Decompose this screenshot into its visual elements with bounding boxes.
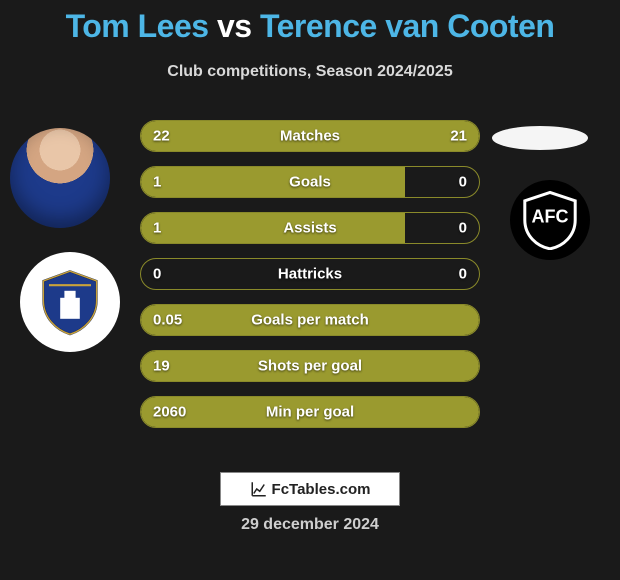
stat-value-left: 1 [153,220,161,237]
player1-photo [10,128,110,228]
player1-name: Tom Lees [66,8,209,44]
brand-text: FcTables.com [272,481,371,498]
stat-label: Goals per match [251,312,369,329]
stat-label: Hattricks [278,266,342,283]
stat-label: Goals [289,174,331,191]
subtitle: Club competitions, Season 2024/2025 [0,63,620,81]
stat-value-left: 0.05 [153,312,182,329]
vs-text: vs [217,8,252,44]
player2-photo-placeholder [492,126,588,150]
date-text: 29 december 2024 [241,516,379,534]
stat-label: Matches [280,128,340,145]
stat-value-right: 0 [459,266,467,283]
stat-value-left: 1 [153,174,161,191]
stat-row: 0 0 Hattricks [140,258,480,290]
stat-value-left: 19 [153,358,170,375]
stat-value-right: 0 [459,220,467,237]
stat-value-right: 0 [459,174,467,191]
club-shield-icon: AFC [520,190,580,250]
stat-row: 19 Shots per goal [140,350,480,382]
comparison-title: Tom Lees vs Terence van Cooten [0,0,620,45]
stat-row: 2060 Min per goal [140,396,480,428]
svg-text:AFC: AFC [532,206,569,226]
brand-box[interactable]: FcTables.com [220,472,400,506]
stat-value-left: 22 [153,128,170,145]
stat-row: 0.05 Goals per match [140,304,480,336]
stat-value-left: 0 [153,266,161,283]
stat-row: 22 21 Matches [140,120,480,152]
bar-fill-left [141,213,405,243]
player2-name: Terence van Cooten [260,8,554,44]
stat-label: Min per goal [266,404,354,421]
stat-label: Assists [283,220,336,237]
player2-club-badge: AFC [510,180,590,260]
stat-bars: 22 21 Matches 1 0 Goals 1 0 Assists 0 0 Hattricks 0.… [140,120,480,442]
chart-icon [250,480,268,498]
stat-row: 1 0 Goals [140,166,480,198]
stat-value-right: 21 [450,128,467,145]
player1-club-badge [20,252,120,352]
club-crest-icon [35,267,105,337]
bar-fill-left [141,167,405,197]
stat-row: 1 0 Assists [140,212,480,244]
stat-value-left: 2060 [153,404,186,421]
stat-label: Shots per goal [258,358,362,375]
